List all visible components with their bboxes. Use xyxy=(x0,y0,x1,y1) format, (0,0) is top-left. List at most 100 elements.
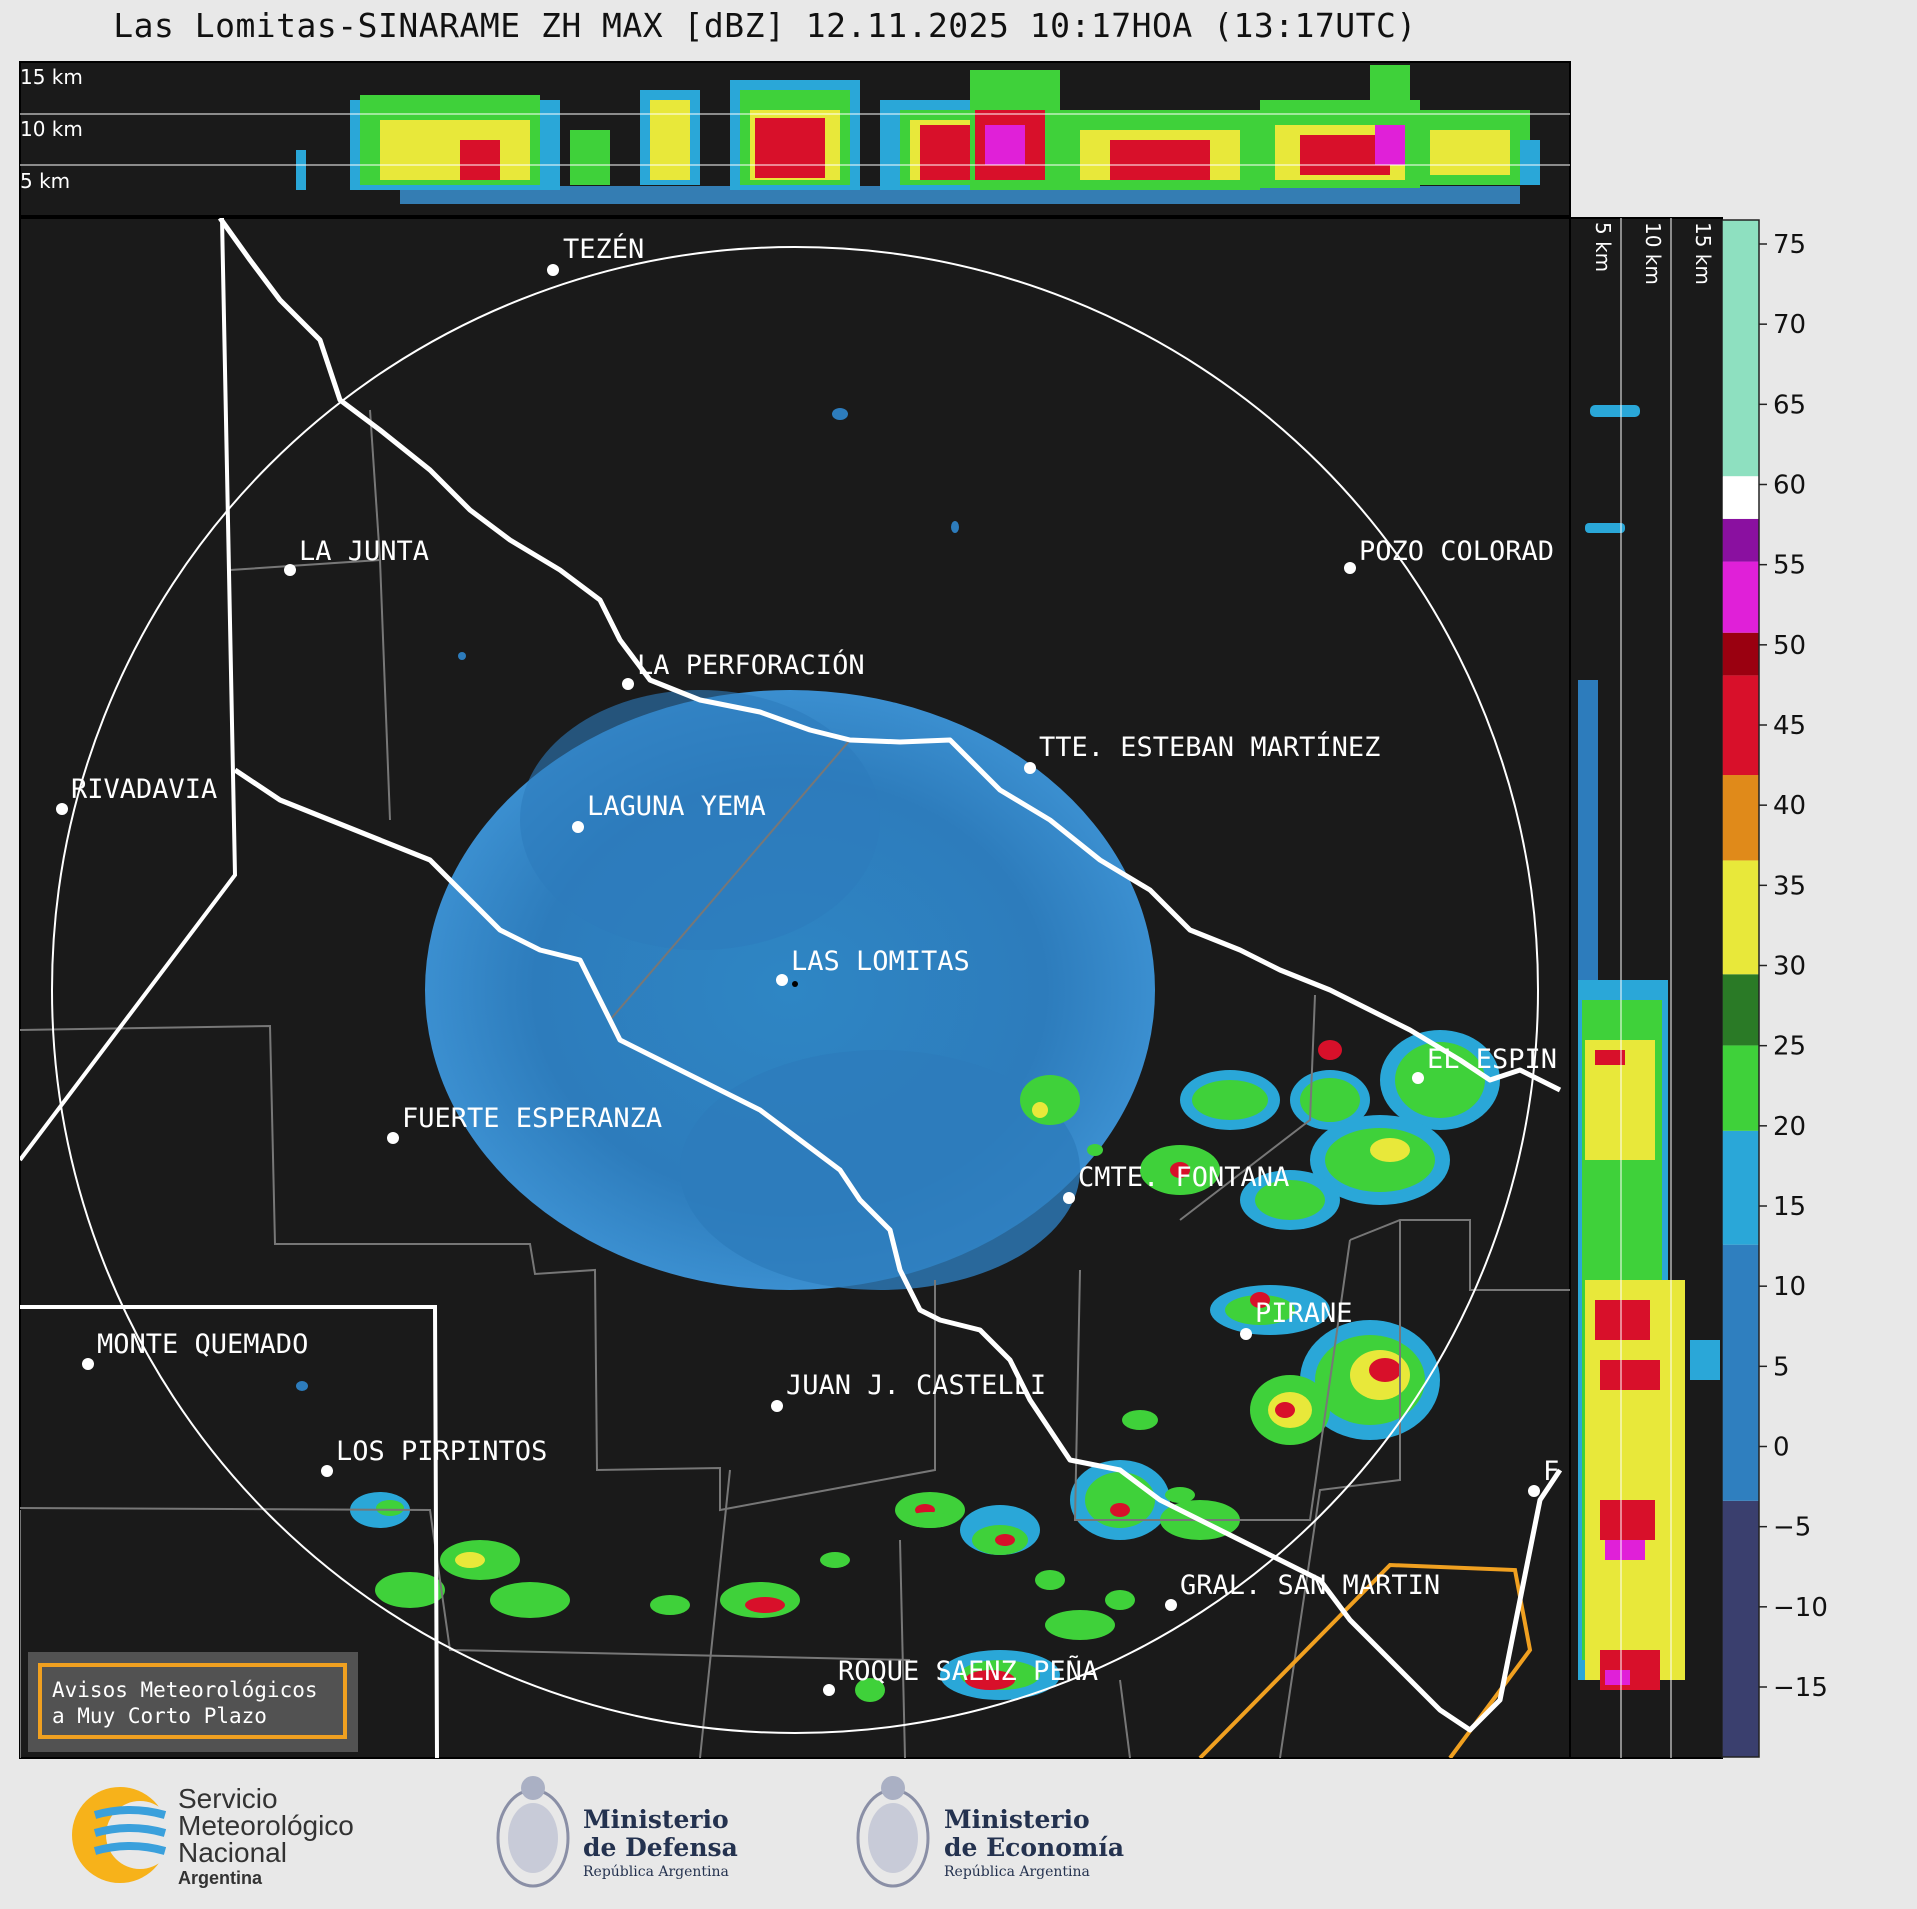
svg-text:LAGUNA YEMA: LAGUNA YEMA xyxy=(587,791,766,822)
colorbar-segment xyxy=(1722,1500,1759,1757)
colorbar-tick-label: −15 xyxy=(1773,1673,1828,1703)
smn-line-4: Argentina xyxy=(178,1868,263,1888)
svg-text:JUAN J. CASTELLI: JUAN J. CASTELLI xyxy=(786,1370,1046,1401)
city-pozo-colorado: POZO COLORAD xyxy=(1344,536,1554,574)
colorbar-segment xyxy=(1722,974,1759,1046)
colorbar-segment xyxy=(1722,1130,1759,1245)
colorbar-segment xyxy=(1722,1045,1759,1131)
smn-logo: Servicio Meteorológico Nacional Argentin… xyxy=(72,1783,354,1888)
rivers xyxy=(217,218,1563,1733)
economia-line-1: Ministerio xyxy=(944,1805,1090,1834)
defensa-line-1: Ministerio xyxy=(583,1805,729,1834)
defensa-logo: Ministerio de Defensa República Argentin… xyxy=(496,1776,738,1888)
economia-line-2: de Economía xyxy=(944,1833,1124,1862)
colorbar-segment xyxy=(1722,632,1759,676)
colorbar-tick-label: 35 xyxy=(1773,871,1806,901)
city-cmte-fontana: CMTE. FONTANA xyxy=(1063,1162,1289,1204)
smn-line-1: Servicio xyxy=(178,1783,278,1814)
city-fuerte-esperanza: FUERTE ESPERANZA xyxy=(387,1103,662,1144)
svg-text:TEZÉN: TEZÉN xyxy=(563,233,644,265)
colorbar-segment xyxy=(1722,860,1759,975)
svg-text:MONTE QUEMADO: MONTE QUEMADO xyxy=(97,1329,308,1360)
radar-site-marker xyxy=(792,981,798,987)
colorbar-tick-label: 45 xyxy=(1773,711,1806,741)
colorbar-tick-label: 15 xyxy=(1773,1192,1806,1222)
svg-text:F: F xyxy=(1543,1456,1559,1487)
colorbar-tick-label: 30 xyxy=(1773,952,1806,982)
top-15km-label: 15 km xyxy=(20,65,83,89)
svg-text:LOS PIRPINTOS: LOS PIRPINTOS xyxy=(336,1436,547,1467)
notice-box[interactable]: Avisos Meteorológicos a Muy Corto Plazo xyxy=(28,1652,358,1752)
side-height-panel: 5 km 10 km 15 km xyxy=(1569,217,1723,1759)
smn-line-2: Meteorológico xyxy=(178,1810,354,1841)
colorbar-tick-label: −10 xyxy=(1773,1593,1828,1623)
svg-text:TTE. ESTEBAN MARTÍNEZ: TTE. ESTEBAN MARTÍNEZ xyxy=(1039,731,1380,763)
defensa-line-3: República Argentina xyxy=(583,1864,729,1880)
colorbar-tick-label: 60 xyxy=(1773,471,1806,501)
city-las-lomitas: LAS LOMITAS xyxy=(776,946,970,986)
city-rivadavia: RIVADAVIA xyxy=(56,774,217,815)
svg-text:LA PERFORACIÓN: LA PERFORACIÓN xyxy=(637,649,865,681)
colorbar-tick-label: 70 xyxy=(1773,310,1806,340)
colorbar-tick-label: 40 xyxy=(1773,791,1806,821)
side-15km-label: 15 km xyxy=(1691,222,1715,285)
colorbar-segment xyxy=(1722,561,1759,633)
city-el-espinillo: EL ESPIN xyxy=(1412,1044,1557,1084)
colorbar-segment xyxy=(1722,476,1759,519)
city-juan-j-castelli: JUAN J. CASTELLI xyxy=(771,1370,1046,1412)
colorbar-tick-label: 25 xyxy=(1773,1032,1806,1062)
colorbar-tick-label: 65 xyxy=(1773,390,1806,420)
notice-line-1: Avisos Meteorológicos xyxy=(52,1678,318,1702)
svg-text:PIRANE: PIRANE xyxy=(1255,1298,1353,1329)
city-la-junta: LA JUNTA xyxy=(284,536,429,576)
colorbar-tick-label: 20 xyxy=(1773,1112,1806,1142)
city-laguna-yema: LAGUNA YEMA xyxy=(572,791,766,833)
colorbar-tick-label: 10 xyxy=(1773,1272,1806,1302)
colorbar-tick-label: 50 xyxy=(1773,631,1806,661)
economia-logo: Ministerio de Economía República Argenti… xyxy=(856,1776,1124,1888)
notice-line-2: a Muy Corto Plazo xyxy=(52,1704,267,1728)
defensa-line-2: de Defensa xyxy=(583,1833,738,1862)
colorbar-tick-label: 5 xyxy=(1773,1352,1790,1382)
svg-text:GRAL. SAN MARTIN: GRAL. SAN MARTIN xyxy=(1180,1570,1440,1601)
radar-range-ring xyxy=(51,246,1539,1734)
colorbar-segment xyxy=(1722,775,1759,861)
city-roque-saenz-pena: ROQUE SAENZ PEÑA xyxy=(823,1655,1098,1696)
radar-map: TEZÉN LA JUNTA POZO COLORAD LA PERFORACI… xyxy=(19,217,1571,1759)
city-la-perforacion: LA PERFORACIÓN xyxy=(622,649,865,690)
svg-text:POZO COLORAD: POZO COLORAD xyxy=(1359,536,1554,567)
svg-text:RIVADAVIA: RIVADAVIA xyxy=(71,774,217,805)
page-title: Las Lomitas-SINARAME ZH MAX [dBZ] 12.11.… xyxy=(113,6,1417,45)
economia-line-3: República Argentina xyxy=(944,1864,1090,1880)
department-boundaries xyxy=(20,409,1570,1758)
province-boundaries xyxy=(20,218,439,1758)
colorbar-tick-label: 55 xyxy=(1773,551,1806,581)
top-5km-label: 5 km xyxy=(20,169,70,193)
svg-text:EL ESPIN: EL ESPIN xyxy=(1427,1044,1557,1075)
city-gral-san-martin: GRAL. SAN MARTIN xyxy=(1165,1570,1440,1611)
city-tezen: TEZÉN xyxy=(547,233,644,276)
smn-line-3: Nacional xyxy=(178,1837,287,1868)
city-monte-quemado: MONTE QUEMADO xyxy=(82,1329,308,1370)
colorbar-tick-label: 0 xyxy=(1773,1433,1790,1463)
colorbar-segment xyxy=(1722,518,1759,562)
top-height-panel: 15 km 10 km 5 km xyxy=(19,61,1571,217)
svg-text:LA JUNTA: LA JUNTA xyxy=(299,536,429,567)
side-5km-label: 5 km xyxy=(1591,222,1615,272)
city-pirane: PIRANE xyxy=(1240,1298,1353,1340)
colorbar-tick-label: 75 xyxy=(1773,230,1806,260)
colorbar-segment xyxy=(1722,675,1759,776)
svg-text:LAS LOMITAS: LAS LOMITAS xyxy=(791,946,970,977)
colorbar-segment xyxy=(1722,1244,1759,1501)
city-formosa: F xyxy=(1528,1456,1559,1497)
svg-text:FUERTE ESPERANZA: FUERTE ESPERANZA xyxy=(402,1103,662,1134)
svg-text:CMTE. FONTANA: CMTE. FONTANA xyxy=(1078,1162,1289,1193)
colorbar-tick-label: −5 xyxy=(1773,1513,1811,1543)
side-10km-label: 10 km xyxy=(1641,222,1665,285)
city-los-pirpintos: LOS PIRPINTOS xyxy=(321,1436,547,1477)
city-tte-esteban-martinez: TTE. ESTEBAN MARTÍNEZ xyxy=(1024,731,1380,774)
colorbar-segment xyxy=(1722,220,1759,477)
top-10km-label: 10 km xyxy=(20,117,83,141)
